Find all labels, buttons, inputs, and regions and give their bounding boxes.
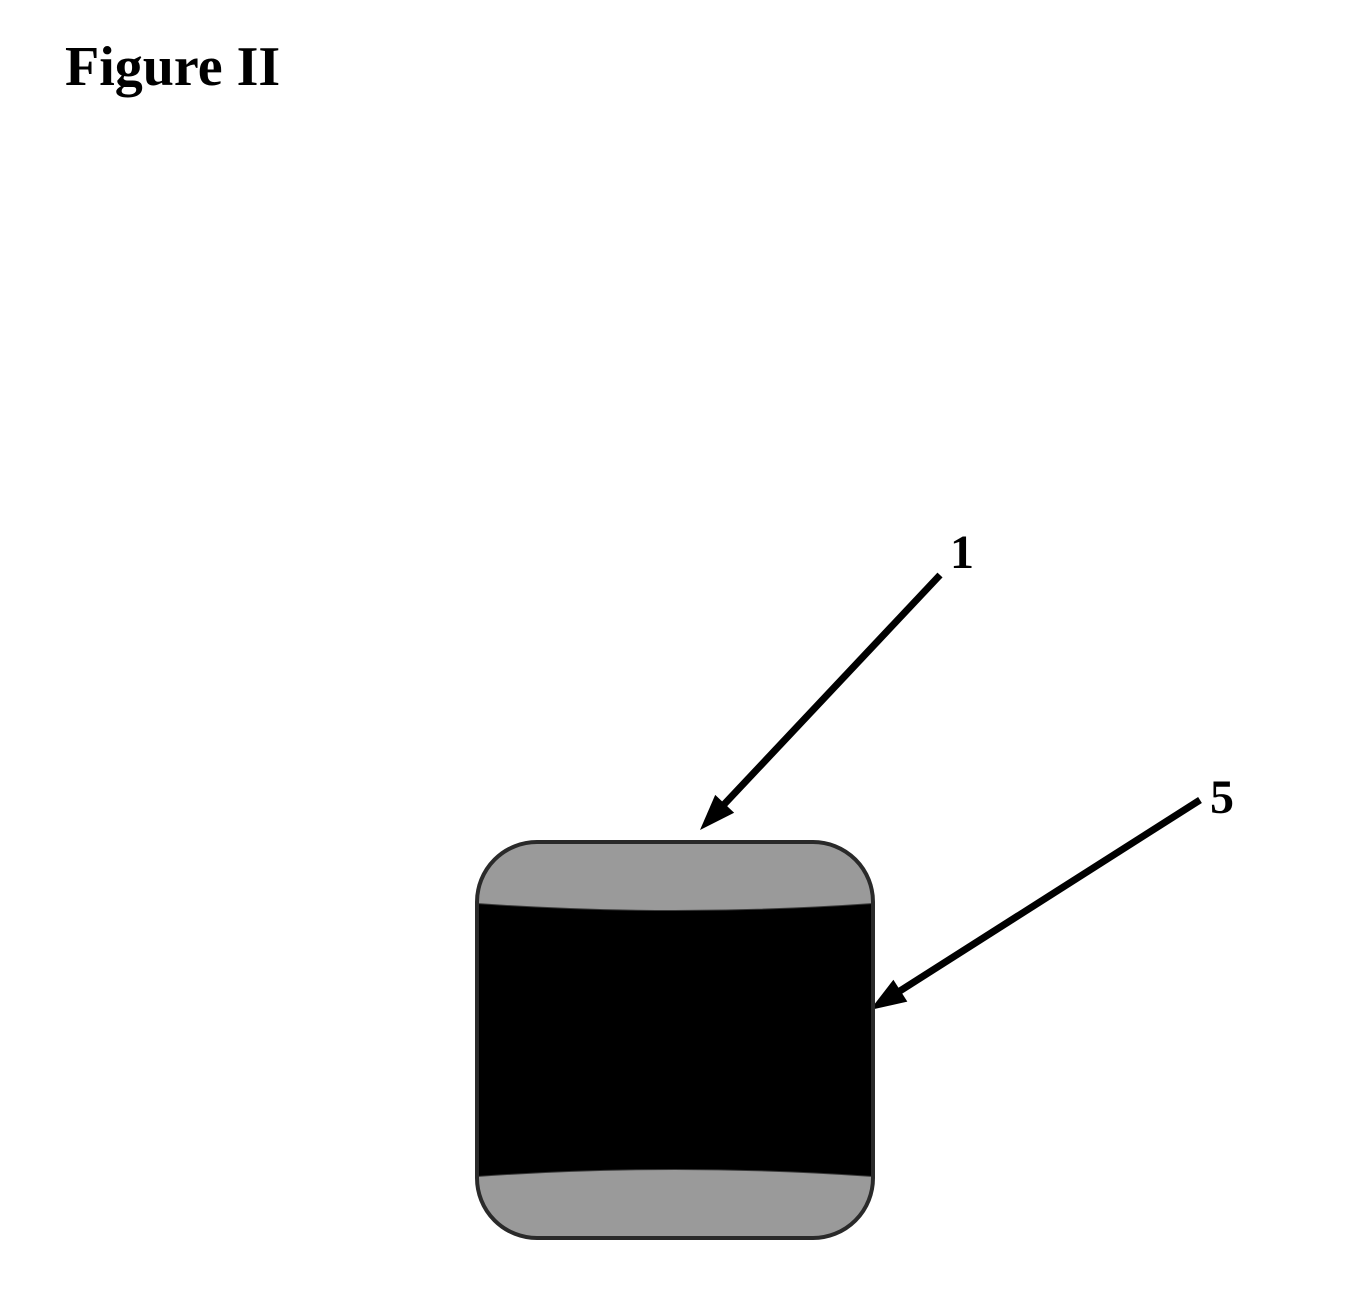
diagram-canvas: Figure II 1 5 [0, 0, 1352, 1301]
rounded-square-figure [475, 840, 875, 1240]
